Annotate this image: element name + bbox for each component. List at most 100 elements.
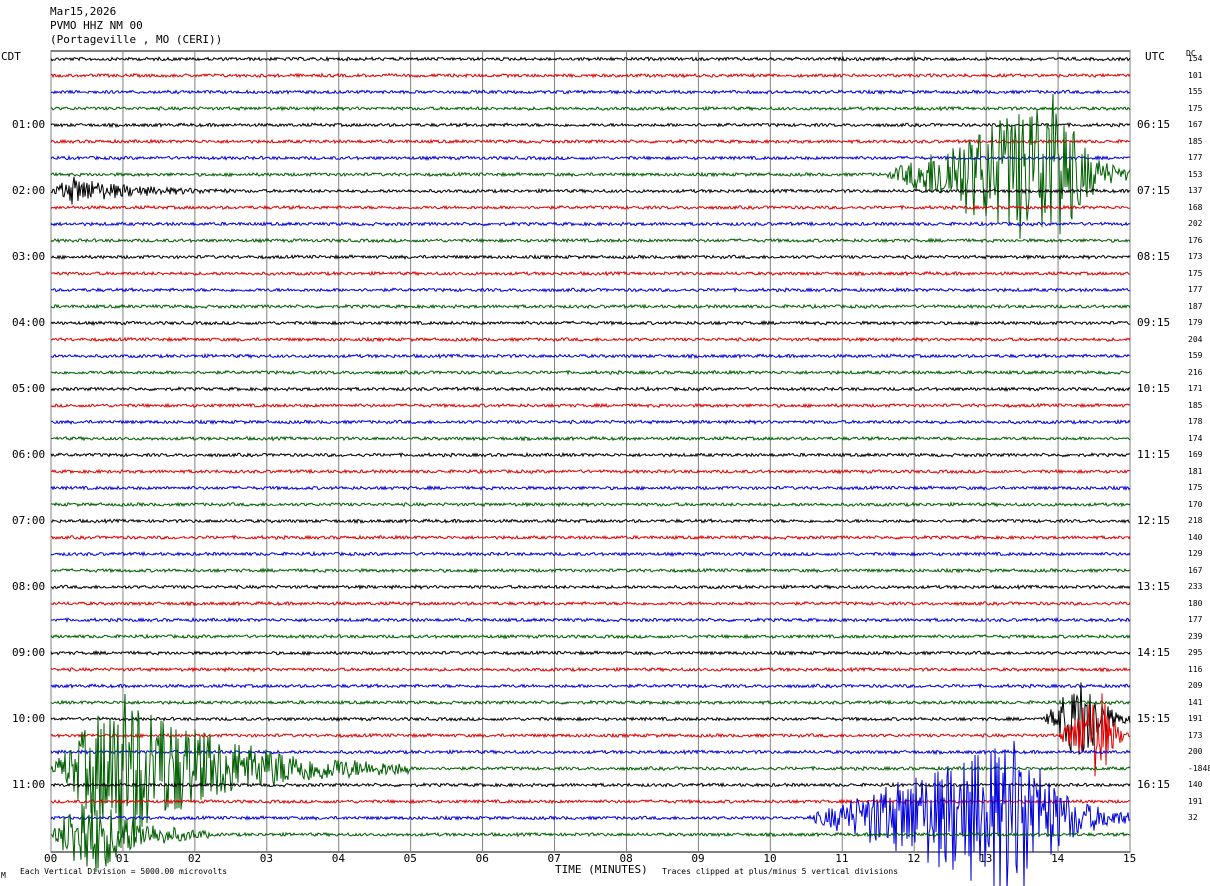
trace-line (50, 699, 1131, 706)
dc-offset-label: 170 (1188, 499, 1203, 509)
hour-label-local: 10:00 (12, 712, 46, 725)
dc-offset-label: 32 (1188, 813, 1198, 822)
hour-label-utc: 08:15 (1137, 250, 1171, 263)
hour-label-local: 07:00 (12, 514, 46, 527)
x-tick-label: 01 (115, 852, 130, 865)
x-tick-label: 10 (763, 852, 777, 865)
trace-line (50, 435, 1131, 442)
dc-offset-label: 179 (1188, 318, 1203, 327)
dc-offset-label: 177 (1188, 153, 1203, 162)
trace-line (50, 105, 1131, 112)
trace-line (50, 418, 1131, 426)
x-tick-label: 12 (907, 852, 921, 865)
station-code: PVMO HHZ NM 00 (50, 19, 143, 32)
dc-offset-label: 202 (1188, 219, 1203, 228)
trace-line (50, 369, 1131, 376)
trace-line (50, 583, 1131, 591)
hour-label-local: 11:00 (12, 778, 46, 791)
dc-offset-label: 191 (1188, 796, 1203, 806)
dc-offset-label: 177 (1188, 615, 1203, 624)
dc-offset-label: 209 (1188, 681, 1203, 690)
dc-offset-label: 185 (1188, 400, 1203, 410)
scale-note: Each Vertical Division = 5000.00 microvo… (20, 867, 228, 876)
dc-offset-label: 155 (1188, 87, 1203, 96)
trace-line (50, 122, 1131, 129)
dc-offset-label: 159 (1188, 351, 1203, 360)
trace-line (50, 517, 1130, 525)
trace-line (50, 237, 1131, 244)
dc-offset-label: 140 (1188, 532, 1203, 542)
trace-line (50, 72, 1131, 79)
dc-offset-label: 200 (1188, 747, 1203, 756)
dc-offset-label: 177 (1188, 285, 1203, 294)
trace-line (50, 484, 1131, 492)
dc-offset-label: 175 (1188, 103, 1203, 113)
trace-line (50, 600, 1131, 607)
trace-line (50, 633, 1131, 640)
dc-offset-label: 173 (1188, 730, 1203, 740)
dc-offset-label: 185 (1188, 136, 1203, 146)
seismic-traces (50, 55, 1131, 886)
dc-offset-label: 129 (1188, 549, 1203, 558)
hour-label-utc: 07:15 (1137, 184, 1171, 197)
trace-line (50, 748, 1131, 756)
plot-date: Mar15,2026 (50, 5, 117, 18)
hour-label-utc: 11:15 (1137, 448, 1171, 461)
hour-label-utc: 16:15 (1137, 778, 1171, 791)
trace-line (50, 682, 1131, 755)
trace-line (50, 204, 1130, 211)
trace-line (50, 649, 1131, 657)
clip-note: Traces clipped at plus/minus 5 vertical … (662, 867, 899, 876)
dc-offset-label: 233 (1188, 582, 1203, 591)
x-tick-label: 02 (187, 852, 202, 865)
dc-offset-label: 175 (1188, 483, 1203, 492)
trace-line (50, 792, 1131, 872)
corner-mark: M (1, 871, 6, 880)
x-tick-label: 07 (547, 852, 561, 865)
x-tick-label: 00 (44, 852, 58, 865)
right-timezone-label: UTC (1145, 50, 1165, 63)
trace-line (50, 253, 1131, 261)
trace-line (50, 534, 1131, 541)
trace-line (50, 740, 1131, 886)
dc-offset-label: 176 (1188, 235, 1203, 245)
dc-offset-label: 204 (1188, 334, 1203, 344)
x-tick-label: 05 (403, 852, 417, 865)
trace-line (50, 567, 1131, 574)
dc-offset-label: 239 (1188, 631, 1203, 641)
trace-line (50, 55, 1131, 63)
hour-label-local: 09:00 (12, 646, 46, 659)
hour-label-utc: 06:15 (1137, 118, 1171, 131)
dc-offset-label: 187 (1188, 301, 1203, 311)
dc-offset-label: 167 (1188, 120, 1203, 129)
trace-line (50, 138, 1131, 145)
dc-offset-label: 295 (1188, 648, 1203, 657)
trace-line (50, 550, 1131, 558)
trace-line (50, 682, 1131, 690)
dc-offset-label: 171 (1188, 384, 1203, 393)
trace-line (50, 154, 1131, 161)
dc-offset-label: -1848 (1188, 763, 1210, 773)
trace-line (50, 666, 1131, 673)
trace-line (50, 385, 1131, 393)
dc-offset-label: 101 (1188, 70, 1203, 80)
dc-offset-label: 167 (1188, 565, 1203, 575)
dc-offset-label: 137 (1188, 186, 1203, 195)
x-tick-label: 15 (1123, 852, 1137, 865)
trace-line (50, 501, 1131, 508)
hour-label-utc: 10:15 (1137, 382, 1171, 395)
station-location: (Portageville , MO (CERI)) (50, 33, 223, 46)
dc-offset-label: 180 (1188, 598, 1203, 608)
trace-line (50, 616, 1131, 624)
dc-offset-label: 169 (1188, 450, 1203, 459)
dc-offset-label: 175 (1188, 268, 1203, 278)
trace-line (50, 693, 1131, 849)
x-tick-label: 06 (475, 852, 489, 865)
x-tick-label: 04 (331, 852, 345, 865)
trace-line (50, 94, 1131, 239)
trace-line (50, 270, 1131, 277)
dc-offset-label: 154 (1188, 54, 1203, 63)
x-tick-label: 03 (259, 852, 274, 865)
dc-offset-label: 153 (1188, 169, 1203, 179)
